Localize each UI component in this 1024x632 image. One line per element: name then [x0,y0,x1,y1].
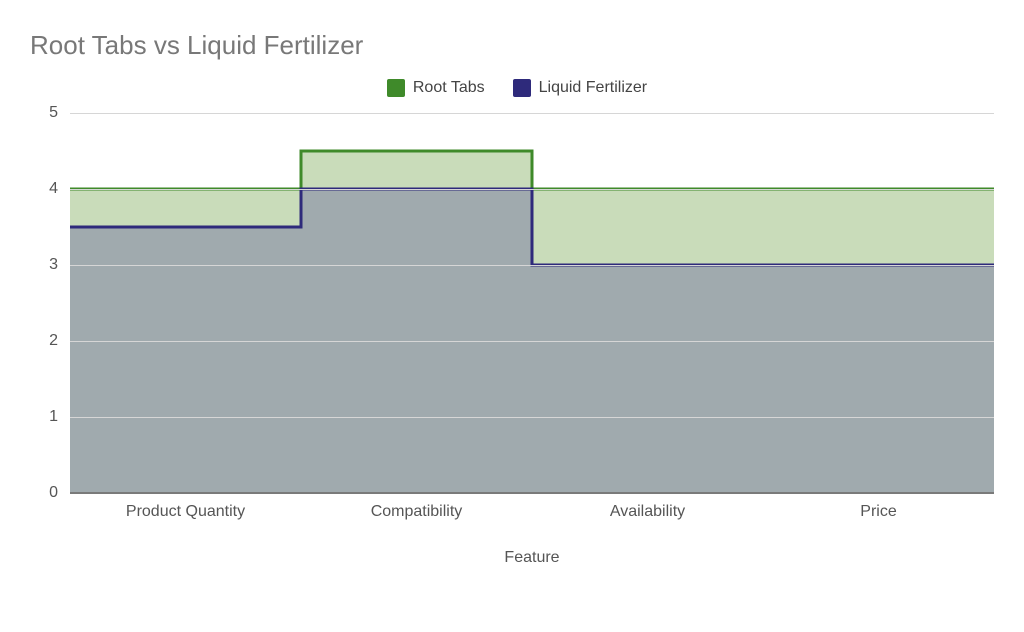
x-axis-line [70,492,994,494]
chart-title: Root Tabs vs Liquid Fertilizer [30,30,1004,61]
gridline [70,265,994,266]
legend-swatch-root-tabs [387,79,405,97]
y-tick-label: 4 [49,180,70,198]
gridline [70,417,994,418]
x-category-label: Availability [532,503,763,521]
legend: Root Tabs Liquid Fertilizer [30,79,1004,97]
gridline [70,341,994,342]
x-category-label: Price [763,503,994,521]
series-line [70,151,994,189]
y-tick-label: 0 [49,484,70,502]
x-axis-categories: Product QuantityCompatibilityAvailabilit… [70,503,994,521]
legend-item-liquid: Liquid Fertilizer [513,79,647,97]
gridline [70,189,994,190]
legend-swatch-liquid [513,79,531,97]
plot-area: 012345 Product QuantityCompatibilityAvai… [70,113,994,567]
y-tick-label: 5 [49,104,70,122]
chart-svg [70,113,994,493]
legend-label-root-tabs: Root Tabs [413,79,485,97]
x-category-label: Compatibility [301,503,532,521]
x-category-label: Product Quantity [70,503,301,521]
gridline [70,113,994,114]
x-axis-title: Feature [70,549,994,567]
legend-item-root-tabs: Root Tabs [387,79,485,97]
y-tick-label: 2 [49,332,70,350]
y-tick-label: 1 [49,408,70,426]
y-tick-label: 3 [49,256,70,274]
legend-label-liquid: Liquid Fertilizer [539,79,647,97]
